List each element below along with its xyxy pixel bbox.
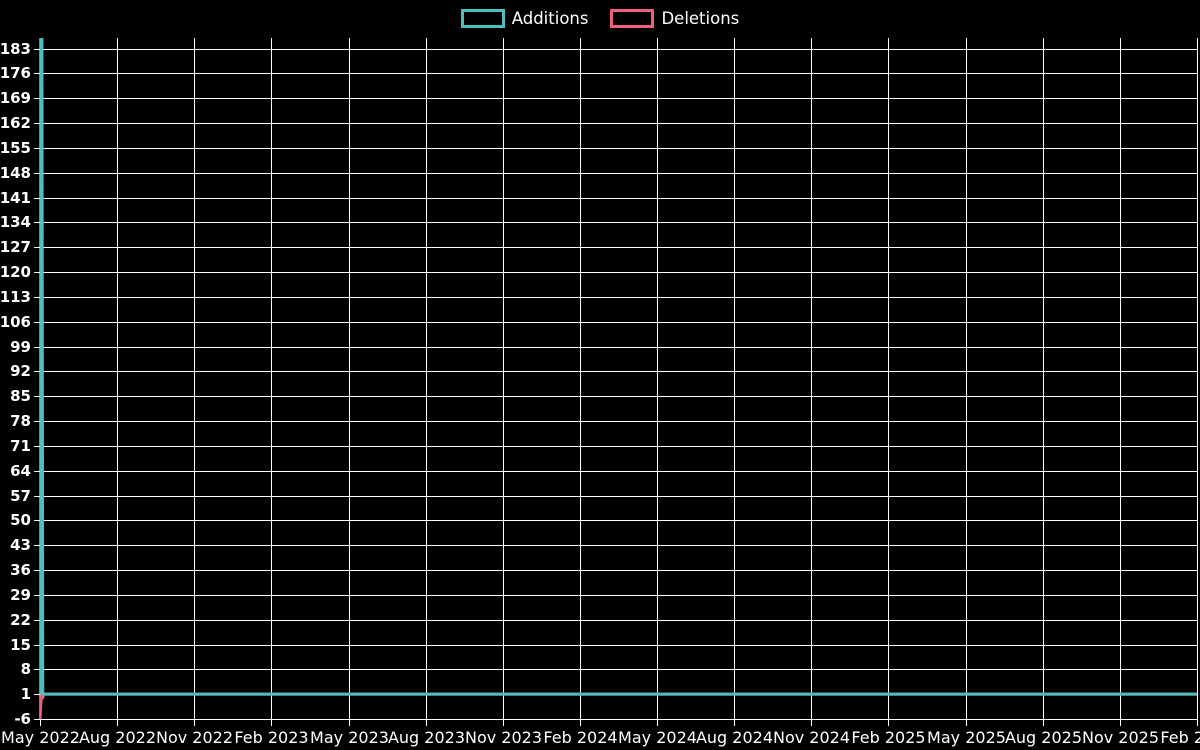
series-line-additions <box>40 38 1197 696</box>
y-axis-tick-label: 134 <box>0 213 31 231</box>
y-axis-tick-label: -6 <box>14 710 31 728</box>
y-axis-tick-label: 99 <box>10 338 31 356</box>
y-axis-tick-label: 92 <box>10 362 31 380</box>
y-axis-tick-label: 64 <box>10 462 31 480</box>
chart-legend: Additions Deletions <box>0 4 1200 32</box>
y-axis-labels: -6 1 8 15 22 29 36 43 50 57 64 71 78 85 92 99 106 113 120 1… <box>0 40 31 728</box>
x-axis-tick-label: Nov 2024 <box>773 728 850 747</box>
legend-label-deletions: Deletions <box>661 8 740 28</box>
x-axis-ticks <box>39 719 1199 726</box>
y-axis-tick-label: 106 <box>0 313 31 331</box>
x-axis-tick-label: Aug 2025 <box>1005 728 1082 747</box>
x-axis-tick-label: Aug 2022 <box>79 728 156 747</box>
x-axis-tick-label: Nov 2022 <box>156 728 233 747</box>
y-axis-tick-label: 8 <box>21 660 31 678</box>
x-axis-labels: May 2022 Aug 2022 Nov 2022 Feb 2023 May 2023… <box>1 728 1200 747</box>
legend-item-additions[interactable]: Additions <box>460 8 589 28</box>
y-axis-tick-label: 155 <box>0 139 31 157</box>
legend-swatch-deletions <box>610 8 655 28</box>
x-axis-tick-label: Feb 2023 <box>234 728 308 747</box>
x-axis-tick-label: Feb 2026 <box>1160 728 1200 747</box>
y-axis-ticks <box>34 48 40 721</box>
y-axis-tick-label: 127 <box>0 238 31 256</box>
y-axis-tick-label: 15 <box>10 636 31 654</box>
y-axis-tick-label: 22 <box>10 611 31 629</box>
series-group <box>40 38 1197 719</box>
x-axis-tick-label: Feb 2024 <box>543 728 617 747</box>
y-axis-tick-label: 176 <box>0 64 31 82</box>
x-axis-tick-label: Aug 2023 <box>388 728 465 747</box>
y-axis-tick-label: 141 <box>0 189 31 207</box>
y-axis-tick-label: 43 <box>10 536 31 554</box>
x-axis-tick-label: May 2024 <box>618 728 697 747</box>
y-axis-tick-label: 183 <box>0 40 31 58</box>
y-axis-tick-label: 36 <box>10 561 31 579</box>
y-axis-tick-label: 50 <box>10 511 31 529</box>
y-axis-tick-label: 113 <box>0 288 31 306</box>
y-axis-tick-label: 71 <box>10 437 31 455</box>
x-axis-tick-label: May 2025 <box>927 728 1006 747</box>
y-axis-tick-label: 29 <box>10 586 31 604</box>
y-axis-tick-label: 120 <box>0 263 31 281</box>
y-gridlines <box>40 48 1197 721</box>
x-axis-tick-label: May 2022 <box>1 728 80 747</box>
x-axis-tick-label: Nov 2023 <box>465 728 542 747</box>
x-axis-tick-label: Aug 2024 <box>696 728 773 747</box>
x-gridlines <box>116 38 1199 719</box>
y-axis-tick-label: 85 <box>10 387 31 405</box>
y-axis-tick-label: 169 <box>0 89 31 107</box>
y-axis-tick-label: 78 <box>10 412 31 430</box>
y-axis-tick-label: 57 <box>10 487 31 505</box>
x-axis-tick-label: Nov 2025 <box>1082 728 1159 747</box>
y-axis-tick-label: 1 <box>21 685 31 703</box>
y-axis-tick-label: 162 <box>0 114 31 132</box>
x-axis-tick-label: May 2023 <box>310 728 389 747</box>
x-axis-tick-label: Feb 2025 <box>851 728 925 747</box>
legend-label-additions: Additions <box>511 8 589 28</box>
legend-item-deletions[interactable]: Deletions <box>610 8 740 28</box>
y-axis-tick-label: 148 <box>0 164 31 182</box>
legend-swatch-additions <box>460 8 505 28</box>
